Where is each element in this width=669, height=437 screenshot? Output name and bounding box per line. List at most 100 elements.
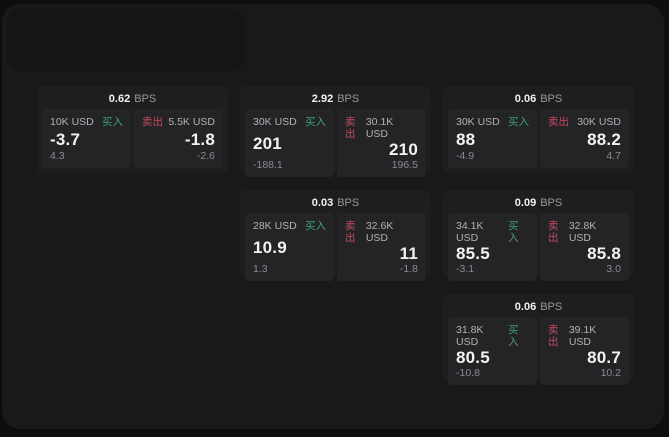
sell-panel-header: 卖出 39.1K USD <box>548 324 621 348</box>
sell-panel[interactable]: 卖出 32.6K USD 11 -1.8 <box>337 213 426 281</box>
card-header: 0.06 BPS <box>448 298 629 317</box>
quote-card: 0.62 BPS 10K USD 买入 -3.7 4.3 卖出 5.5K USD… <box>37 86 228 173</box>
buy-notional: 30K USD <box>253 116 297 128</box>
sell-panel[interactable]: 卖出 39.1K USD 80.7 10.2 <box>540 317 629 385</box>
buy-price: 88 <box>456 129 476 149</box>
buy-panel-header: 31.8K USD 买入 <box>456 324 529 348</box>
buy-panel-header: 34.1K USD 买入 <box>456 220 529 244</box>
sell-price: 88.2 <box>587 129 621 149</box>
buy-notional: 31.8K USD <box>456 324 484 348</box>
sell-panel-header: 卖出 32.8K USD <box>548 220 621 244</box>
bps-unit-label: BPS <box>337 197 360 209</box>
buy-side-label: 买入 <box>102 116 123 128</box>
bps-unit-label: BPS <box>540 301 563 313</box>
buy-notional: 10K USD <box>50 116 94 128</box>
buy-price: 10.9 <box>253 238 287 257</box>
overlay-panel <box>6 8 245 72</box>
sell-side-label: 卖出 <box>345 116 356 140</box>
sell-delta: 4.7 <box>606 150 621 162</box>
sell-delta: 3.0 <box>606 263 621 275</box>
buy-price: 201 <box>253 134 282 153</box>
buy-panel[interactable]: 10K USD 买入 -3.7 4.3 <box>42 109 131 168</box>
sell-notional: 30.1K USD <box>365 116 394 140</box>
sell-delta: 10.2 <box>600 367 621 379</box>
quote-panels: 31.8K USD 买入 80.5 -10.8 卖出 39.1K USD 80.… <box>448 317 629 385</box>
buy-panel[interactable]: 34.1K USD 买入 85.5 -3.1 <box>448 213 537 281</box>
bps-value: 0.03 <box>311 197 334 209</box>
buy-delta: -10.8 <box>456 367 480 379</box>
card-header: 0.09 BPS <box>448 194 629 213</box>
bps-value: 0.09 <box>514 197 537 209</box>
bps-value: 2.92 <box>311 93 334 105</box>
sell-notional: 30K USD <box>577 116 621 128</box>
sell-delta: -1.8 <box>399 263 418 275</box>
buy-side-label: 买入 <box>305 116 326 128</box>
sell-side-label: 卖出 <box>548 220 559 244</box>
quote-panels: 28K USD 买入 10.9 1.3 卖出 32.6K USD 11 -1.8 <box>245 213 426 281</box>
sell-panel-header: 卖出 32.6K USD <box>345 220 418 244</box>
sell-price: 210 <box>389 140 418 159</box>
sell-price: 80.7 <box>587 348 621 367</box>
buy-side-label: 买入 <box>508 220 519 244</box>
buy-side-label: 买入 <box>508 324 519 348</box>
quote-panels: 30K USD 买入 88 -4.9 卖出 30K USD 88.2 4.7 <box>448 109 629 168</box>
sell-notional: 39.1K USD <box>568 324 597 348</box>
buy-delta: 1.3 <box>253 263 268 275</box>
bps-unit-label: BPS <box>540 93 563 105</box>
sell-panel[interactable]: 卖出 30K USD 88.2 4.7 <box>540 109 629 168</box>
sell-side-label: 卖出 <box>142 116 163 128</box>
quote-panels: 30K USD 买入 201 -188.1 卖出 30.1K USD 210 1… <box>245 109 426 177</box>
sell-notional: 5.5K USD <box>168 116 215 128</box>
buy-notional: 34.1K USD <box>456 220 484 244</box>
quote-panels: 34.1K USD 买入 85.5 -3.1 卖出 32.8K USD 85.8… <box>448 213 629 281</box>
sell-side-label: 卖出 <box>548 116 569 128</box>
sell-panel-header: 卖出 5.5K USD <box>142 116 215 128</box>
buy-side-label: 买入 <box>508 116 529 128</box>
sell-panel[interactable]: 卖出 30.1K USD 210 196.5 <box>337 109 426 177</box>
buy-panel[interactable]: 30K USD 买入 201 -188.1 <box>245 109 334 177</box>
buy-delta: -188.1 <box>253 159 283 171</box>
card-header: 0.62 BPS <box>42 90 223 109</box>
quote-card: 0.09 BPS 34.1K USD 买入 85.5 -3.1 卖出 32.8K… <box>443 190 634 281</box>
buy-price: -3.7 <box>50 129 81 149</box>
card-header: 0.03 BPS <box>245 194 426 213</box>
buy-notional: 30K USD <box>456 116 500 128</box>
buy-delta: -4.9 <box>456 150 475 162</box>
buy-panel[interactable]: 28K USD 买入 10.9 1.3 <box>245 213 334 281</box>
sell-panel[interactable]: 卖出 32.8K USD 85.8 3.0 <box>540 213 629 281</box>
bps-unit-label: BPS <box>337 93 360 105</box>
buy-panel-header: 30K USD 买入 <box>456 116 529 128</box>
buy-panel-header: 28K USD 买入 <box>253 220 326 232</box>
quote-card: 0.03 BPS 28K USD 买入 10.9 1.3 卖出 32.6K US… <box>240 190 431 281</box>
bps-value: 0.06 <box>514 301 537 313</box>
quote-card: 0.06 BPS 31.8K USD 买入 80.5 -10.8 卖出 39.1… <box>443 294 634 385</box>
buy-panel[interactable]: 30K USD 买入 88 -4.9 <box>448 109 537 168</box>
buy-notional: 28K USD <box>253 220 297 232</box>
quotes-grid: 0.62 BPS 10K USD 买入 -3.7 4.3 卖出 5.5K USD… <box>37 86 634 385</box>
bps-unit-label: BPS <box>540 197 563 209</box>
sell-side-label: 卖出 <box>548 324 559 348</box>
sell-delta: -2.6 <box>196 150 215 162</box>
buy-panel-header: 30K USD 买入 <box>253 116 326 128</box>
buy-delta: 4.3 <box>50 150 65 162</box>
sell-panel-header: 卖出 30.1K USD <box>345 116 418 140</box>
sell-notional: 32.6K USD <box>365 220 394 244</box>
quote-card: 0.06 BPS 30K USD 买入 88 -4.9 卖出 30K USD 8… <box>443 86 634 173</box>
bps-unit-label: BPS <box>134 93 157 105</box>
bps-value: 0.62 <box>108 93 131 105</box>
sell-delta: 196.5 <box>391 159 418 171</box>
sell-side-label: 卖出 <box>345 220 356 244</box>
quote-panels: 10K USD 买入 -3.7 4.3 卖出 5.5K USD -1.8 -2.… <box>42 109 223 168</box>
quote-card: 2.92 BPS 30K USD 买入 201 -188.1 卖出 30.1K … <box>240 86 431 177</box>
sell-panel[interactable]: 卖出 5.5K USD -1.8 -2.6 <box>134 109 223 168</box>
buy-price: 80.5 <box>456 348 490 367</box>
buy-side-label: 买入 <box>305 220 326 232</box>
sell-panel-header: 卖出 30K USD <box>548 116 621 128</box>
buy-panel[interactable]: 31.8K USD 买入 80.5 -10.8 <box>448 317 537 385</box>
sell-price: 11 <box>399 244 418 263</box>
sell-price: 85.8 <box>587 244 621 263</box>
card-header: 0.06 BPS <box>448 90 629 109</box>
card-header: 2.92 BPS <box>245 90 426 109</box>
buy-panel-header: 10K USD 买入 <box>50 116 123 128</box>
